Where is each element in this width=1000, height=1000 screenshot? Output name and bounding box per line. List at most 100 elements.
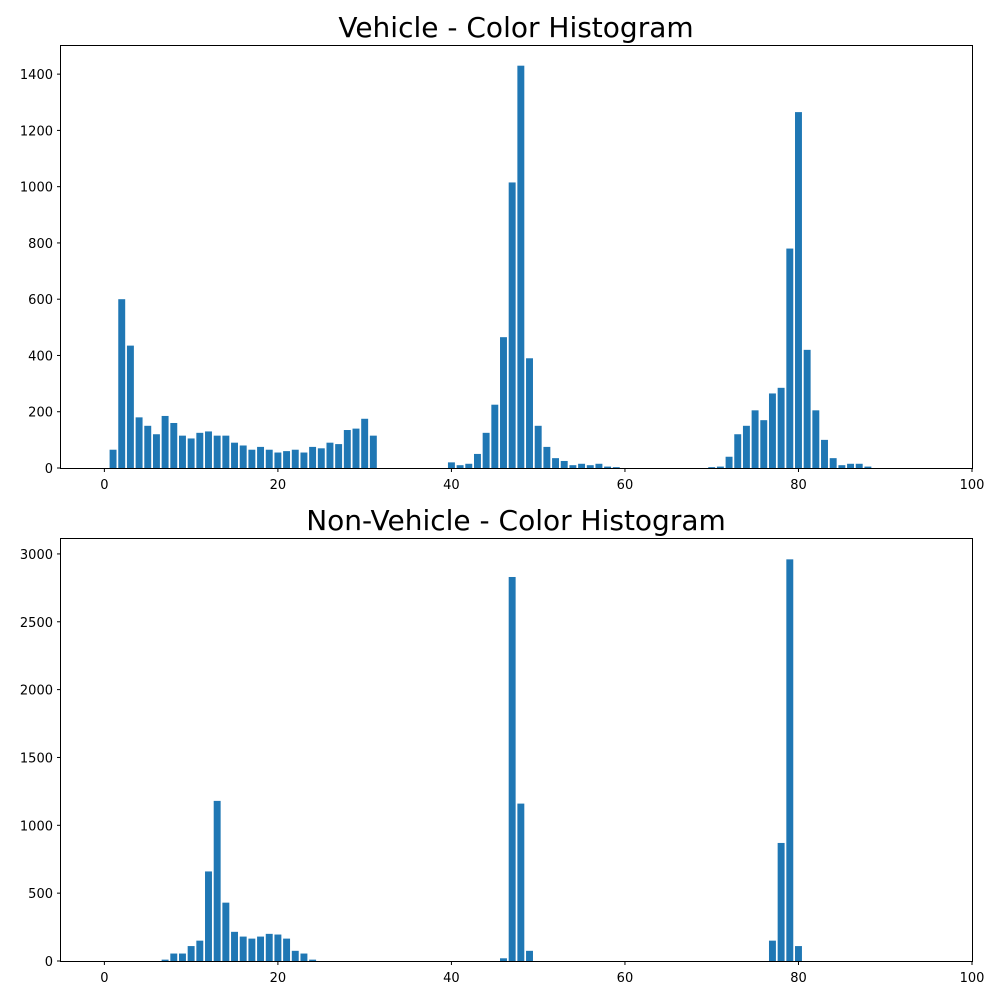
vehicle-bar-53 — [560, 460, 568, 468]
vehicle-bar-70 — [708, 467, 716, 468]
vehicle-bar-2 — [118, 299, 126, 468]
vehicle-bar-10 — [187, 438, 195, 468]
vehicle-bar-4 — [135, 417, 143, 468]
non-vehicle-bar-48 — [517, 803, 525, 961]
non-vehicle-bar-47 — [508, 576, 516, 961]
vehicle-bar-13 — [213, 435, 221, 468]
non-vehicle-y-tick-label: 1500 — [20, 751, 53, 766]
vehicle-bar-21 — [283, 451, 291, 468]
vehicle-y-tick-label: 600 — [28, 293, 53, 308]
vehicle-bar-49 — [526, 358, 533, 468]
vehicle-x-tick-label: 0 — [100, 478, 108, 493]
vehicle-bar-52 — [552, 458, 560, 468]
non-vehicle-bar-80 — [795, 946, 802, 961]
non-vehicle-x-tick-label: 40 — [443, 971, 460, 986]
vehicle-bar-71 — [716, 466, 724, 468]
vehicle-bar-1 — [109, 449, 117, 468]
vehicle-x-tick-label: 20 — [270, 478, 287, 493]
non-vehicle-y-tick-label: 3000 — [20, 548, 53, 563]
vehicle-y-tick-label: 200 — [28, 406, 53, 421]
vehicle-bar-23 — [300, 452, 308, 468]
vehicle-x-tick-label: 80 — [790, 478, 807, 493]
vehicle-bar-16 — [239, 445, 247, 468]
vehicle-bar-12 — [205, 431, 212, 468]
non-vehicle-bar-79 — [786, 559, 794, 961]
vehicle-bar-79 — [786, 248, 794, 468]
vehicle-bar-27 — [335, 444, 343, 468]
vehicle-bars — [109, 65, 872, 469]
vehicle-y-tick-label: 1400 — [20, 68, 53, 83]
vehicle-bar-84 — [829, 458, 837, 468]
vehicle-bar-50 — [534, 425, 542, 468]
non-vehicle-y-tick-label: 2000 — [20, 684, 53, 699]
vehicle-bar-77 — [768, 393, 776, 468]
vehicle-bar-74 — [742, 425, 750, 468]
vehicle-y-tick-label: 400 — [28, 349, 53, 364]
non-vehicle-bar-23 — [300, 953, 308, 961]
non-vehicle-x-tick-label: 100 — [960, 971, 985, 986]
vehicle-bar-17 — [248, 449, 256, 468]
vehicle-bar-41 — [456, 465, 464, 468]
vehicle-bar-57 — [595, 463, 603, 468]
non-vehicle-x-tick-label: 0 — [100, 971, 108, 986]
vehicle-bar-3 — [126, 345, 134, 468]
vehicle-bar-43 — [473, 453, 481, 468]
vehicle-bar-8 — [170, 422, 178, 468]
vehicle-bar-83 — [821, 439, 828, 468]
vehicle-bar-85 — [838, 465, 846, 468]
vehicle-bar-29 — [352, 428, 360, 468]
vehicle-x-tick-label: 100 — [960, 478, 985, 493]
vehicle-bar-5 — [144, 425, 152, 468]
vehicle-bar-40 — [447, 462, 455, 468]
non-vehicle-bar-49 — [526, 950, 533, 961]
vehicle-bar-19 — [265, 449, 273, 468]
vehicle-chart-title: Vehicle - Color Histogram — [338, 11, 693, 44]
vehicle-histogram-chart: Vehicle - Color Histogram 0 20 40 60 80 1000 2… — [20, 11, 985, 493]
vehicle-bar-56 — [586, 465, 594, 468]
non-vehicle-axes-frame — [60, 538, 973, 962]
non-vehicle-y-tick-label: 1000 — [20, 819, 53, 834]
vehicle-bar-26 — [326, 442, 334, 468]
vehicle-x-tick-label: 60 — [617, 478, 634, 493]
non-vehicle-bar-13 — [213, 800, 221, 961]
non-vehicle-bar-21 — [283, 938, 291, 961]
non-vehicle-bar-15 — [231, 931, 238, 961]
vehicle-bar-46 — [500, 337, 507, 468]
vehicle-bar-15 — [231, 442, 238, 468]
vehicle-bar-31 — [369, 435, 377, 468]
non-vehicle-bar-46 — [500, 958, 507, 961]
non-vehicle-bar-9 — [179, 953, 186, 961]
non-vehicle-x-tick-label: 20 — [270, 971, 287, 986]
non-vehicle-bar-20 — [274, 934, 282, 961]
non-vehicle-histogram-chart: Non-Vehicle - Color Histogram 0 20 40 60 80 1… — [20, 504, 985, 986]
vehicle-y-tick-label: 1000 — [20, 181, 53, 196]
non-vehicle-bar-17 — [248, 938, 256, 961]
non-vehicle-bar-22 — [291, 950, 299, 961]
vehicle-bar-6 — [152, 434, 160, 468]
non-vehicle-bar-12 — [205, 871, 212, 961]
vehicle-bar-44 — [482, 432, 490, 468]
vehicle-bar-87 — [855, 463, 863, 468]
vehicle-y-tick-label: 1200 — [20, 124, 53, 139]
vehicle-bar-72 — [725, 456, 733, 468]
vehicle-bar-58 — [604, 466, 612, 468]
vehicle-bar-22 — [291, 449, 299, 468]
non-vehicle-bar-19 — [265, 933, 273, 961]
vehicle-bar-80 — [795, 112, 802, 469]
non-vehicle-bar-8 — [170, 953, 178, 961]
vehicle-bar-28 — [343, 430, 351, 468]
non-vehicle-bar-14 — [222, 902, 230, 961]
vehicle-bar-73 — [734, 434, 742, 468]
vehicle-bar-55 — [578, 463, 586, 468]
vehicle-x-tick-label: 40 — [443, 478, 460, 493]
non-vehicle-y-tick-label: 0 — [45, 955, 53, 970]
non-vehicle-y-tick-label: 2500 — [20, 616, 53, 631]
non-vehicle-y-tick-label: 500 — [28, 887, 53, 902]
vehicle-bar-45 — [491, 404, 499, 468]
vehicle-bar-78 — [777, 387, 785, 468]
non-vehicle-x-tick-label: 80 — [790, 971, 807, 986]
non-vehicle-bar-24 — [309, 959, 317, 961]
